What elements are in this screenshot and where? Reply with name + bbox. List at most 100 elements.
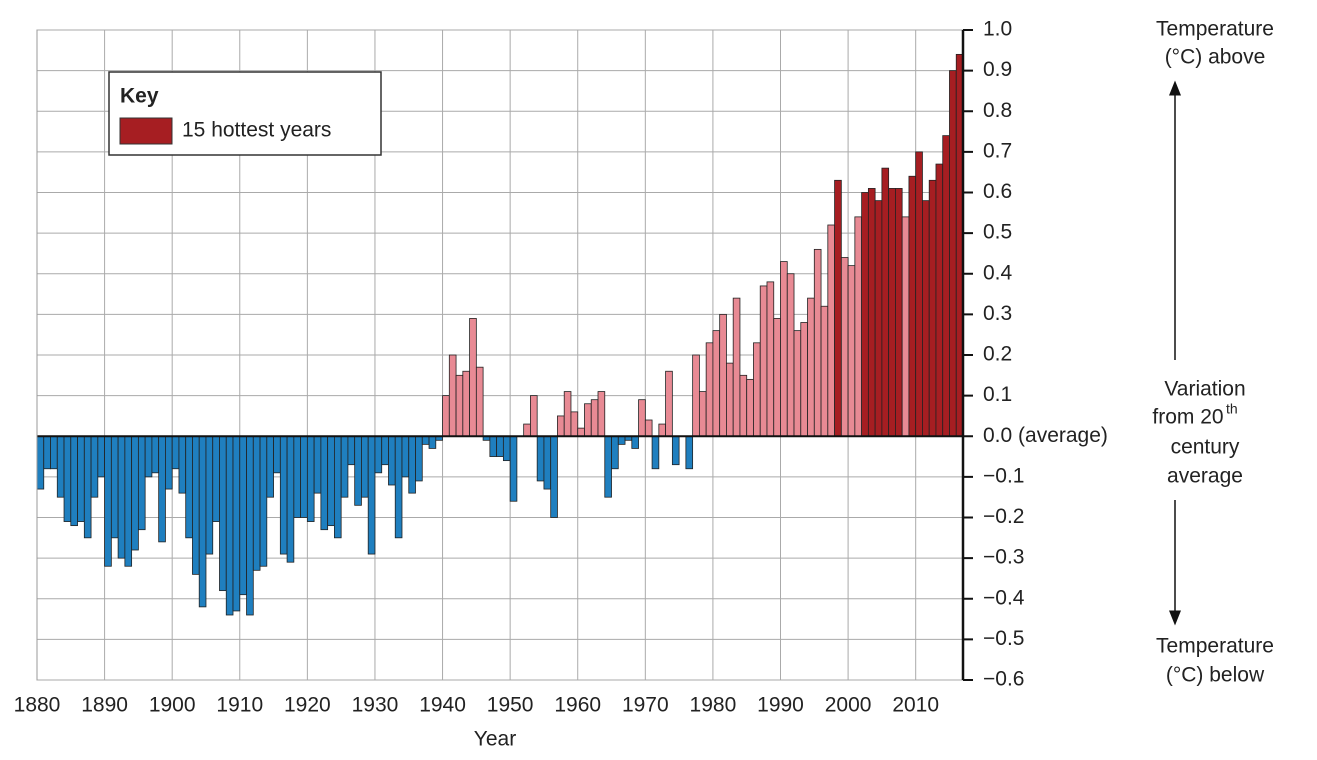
bar — [820, 305, 829, 437]
bar — [151, 435, 160, 474]
bar — [462, 370, 470, 437]
bar — [644, 419, 653, 437]
x-tick-label: 1990 — [757, 694, 804, 717]
bar — [557, 415, 565, 437]
y-tick-label: 0.5 — [983, 221, 1012, 244]
x-tick-label: 1910 — [216, 694, 263, 717]
bar — [388, 435, 396, 486]
bar — [543, 435, 552, 490]
annotation: Temperature — [1156, 635, 1274, 658]
bar — [70, 435, 78, 527]
y-tick-label: −0.2 — [983, 505, 1024, 528]
bar — [949, 70, 957, 437]
bar — [584, 403, 592, 437]
bar — [827, 224, 835, 437]
y-tick-label: −0.5 — [983, 627, 1024, 650]
annotation: from 20 — [1152, 406, 1223, 429]
bar — [137, 435, 146, 531]
annotation: century — [1171, 436, 1240, 459]
bar — [320, 435, 329, 531]
x-tick-label: 1980 — [690, 694, 737, 717]
bar — [502, 435, 511, 462]
bar — [50, 435, 58, 470]
y-tick-label: −0.1 — [983, 464, 1024, 487]
bar — [83, 435, 92, 539]
bar — [840, 257, 849, 437]
x-tick-label: 1920 — [284, 694, 331, 717]
bar — [536, 435, 545, 482]
bar — [719, 313, 727, 437]
y-tick-label: −0.3 — [983, 546, 1024, 569]
bar — [185, 435, 193, 539]
bar — [523, 423, 531, 437]
bar — [381, 435, 389, 466]
bar — [293, 435, 302, 518]
bar — [638, 399, 646, 437]
bar — [570, 411, 579, 437]
bar — [300, 435, 308, 518]
bar — [408, 435, 416, 494]
bar — [861, 192, 869, 437]
x-tick-label: 2000 — [825, 694, 872, 717]
bar — [266, 435, 274, 498]
bar — [813, 248, 822, 437]
y-tick-label: 0.2 — [983, 343, 1012, 366]
bar — [327, 435, 335, 527]
legend-swatch — [119, 117, 173, 145]
bar — [800, 322, 808, 437]
bar — [658, 423, 666, 437]
bar — [847, 265, 856, 437]
x-tick-label: 1970 — [622, 694, 669, 717]
x-tick-label: 2010 — [892, 694, 939, 717]
bar — [834, 179, 842, 437]
bar — [178, 435, 187, 494]
bar — [239, 435, 247, 596]
bar — [665, 370, 673, 437]
bar — [340, 435, 349, 498]
bar — [671, 435, 680, 466]
bar — [374, 435, 383, 474]
bar — [807, 297, 815, 437]
bar — [448, 354, 457, 437]
bar — [347, 435, 356, 466]
annotation: (°C) below — [1166, 664, 1265, 687]
bar — [198, 435, 207, 608]
x-tick-label: 1880 — [14, 694, 61, 717]
bar — [225, 435, 234, 616]
x-tick-label: 1960 — [554, 694, 601, 717]
bar — [685, 435, 694, 470]
y-tick-label: 0.3 — [983, 302, 1012, 325]
y-tick-label: 0.4 — [983, 261, 1013, 284]
bar — [475, 366, 484, 437]
bar — [651, 435, 660, 470]
annotation: Variation — [1164, 378, 1245, 401]
x-tick-label: 1900 — [149, 694, 196, 717]
y-tick-label: 0.7 — [983, 139, 1012, 162]
bar — [692, 354, 700, 437]
bar — [144, 435, 153, 478]
y-tick-label: 0.1 — [983, 383, 1012, 406]
y-tick-label: 1.0 — [983, 18, 1012, 41]
legend: Key 15 hottest years — [108, 71, 382, 156]
bar — [354, 435, 362, 506]
bar — [401, 435, 410, 478]
bar — [415, 435, 423, 482]
bar — [212, 435, 220, 522]
bar — [489, 435, 498, 457]
bar — [313, 435, 322, 494]
bar — [77, 435, 85, 522]
y-tick-label: 0.6 — [983, 180, 1012, 203]
y-tick-label: −0.6 — [983, 668, 1024, 691]
annotation: (°C) above — [1165, 46, 1266, 69]
bar — [732, 297, 741, 437]
bar — [334, 435, 342, 539]
bar — [888, 188, 896, 437]
bar — [793, 330, 802, 437]
bar — [171, 435, 180, 470]
bar — [908, 175, 917, 437]
bar — [63, 435, 72, 522]
bar — [192, 435, 200, 575]
bar — [232, 435, 241, 612]
bar — [611, 435, 619, 470]
bar — [617, 435, 626, 445]
